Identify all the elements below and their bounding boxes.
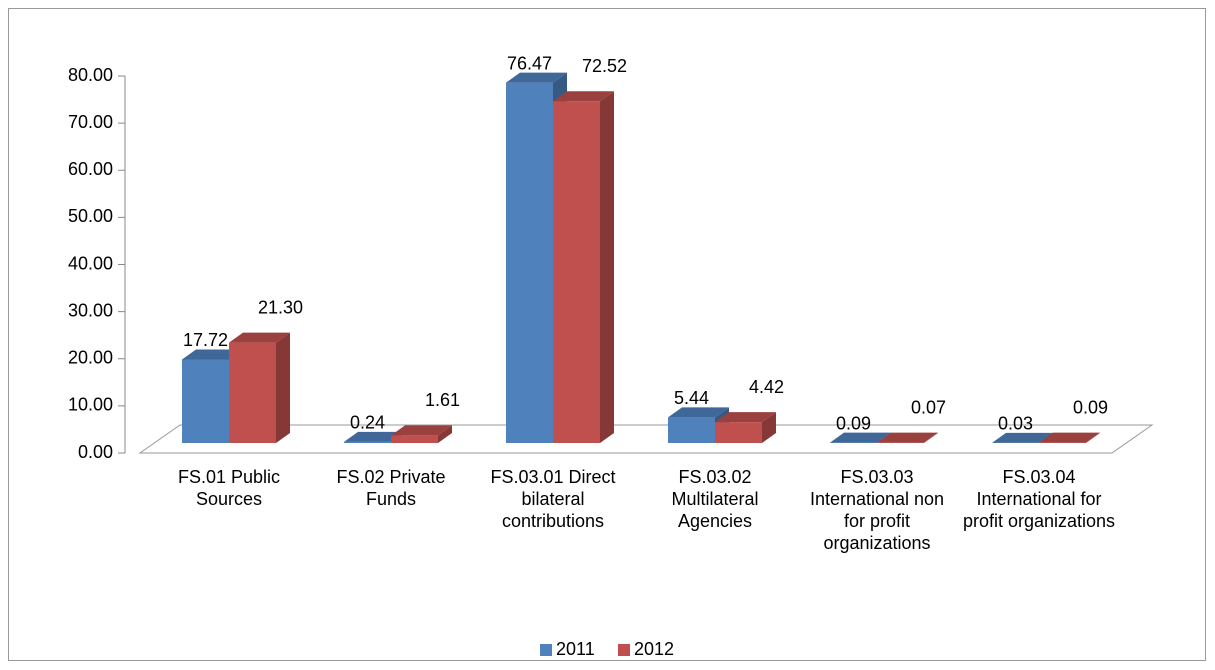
bar-front [553, 101, 600, 443]
x-tick-label: FS.03.01 Direct bilateral contributions [490, 467, 616, 531]
data-label: 0.09 [836, 413, 871, 433]
bar-front [229, 342, 276, 443]
data-label: 4.42 [749, 377, 784, 397]
data-label: 0.03 [998, 414, 1033, 434]
data-label: 76.47 [507, 53, 552, 73]
bar-side [438, 425, 452, 443]
data-label: 21.30 [258, 297, 303, 317]
y-tick-label: 20.00 [68, 348, 113, 368]
bar-top [182, 349, 243, 360]
y-tick-label: 50.00 [68, 206, 113, 226]
bar-top [391, 425, 452, 436]
data-label: 17.72 [183, 330, 228, 350]
data-label: 1.61 [425, 390, 460, 410]
data-label: 0.07 [911, 397, 946, 417]
floor [138, 424, 1154, 454]
y-tick-label: 0.00 [78, 442, 113, 462]
x-tick-label: FS.03.03 International non for profit or… [809, 467, 945, 553]
y-tick-label: 80.00 [68, 65, 113, 85]
bar-top [715, 412, 776, 423]
bar-top [229, 332, 290, 343]
bar-top [877, 432, 938, 443]
bar-front [344, 441, 391, 443]
data-label: 72.52 [582, 56, 627, 76]
bar-side [924, 432, 938, 443]
bar-front [506, 82, 553, 443]
x-tick-label: FS.01 Public Sources [177, 467, 281, 509]
bar-front [182, 359, 229, 443]
bar-side [600, 91, 614, 443]
y-tick-label: 10.00 [68, 395, 113, 415]
x-tick-label: FS.02 Private Funds [336, 467, 446, 509]
y-tick-label: 60.00 [68, 159, 113, 179]
bar [391, 425, 452, 443]
bar [715, 412, 776, 443]
bar-front [668, 417, 715, 443]
legend-label: 2012 [634, 639, 674, 659]
legend-label: 2011 [556, 639, 595, 659]
bar-side [762, 412, 776, 443]
bar-top [344, 431, 405, 442]
bar [229, 332, 290, 443]
bar-top [506, 72, 567, 83]
y-tick-label: 30.00 [68, 300, 113, 320]
legend-swatch [618, 644, 630, 656]
x-tick-label: FS.03.04 International for profit organi… [962, 467, 1116, 531]
bar-top [830, 432, 891, 443]
bar-front [391, 435, 438, 443]
bar [877, 432, 938, 443]
bar-top [992, 432, 1053, 443]
y-tick-label: 40.00 [68, 253, 113, 273]
data-label: 5.44 [674, 388, 709, 408]
bar-side [276, 332, 290, 443]
bar-top [1039, 432, 1100, 443]
bar-side [1086, 432, 1100, 443]
data-label: 0.09 [1073, 397, 1108, 417]
bar-top [668, 407, 729, 418]
y-tick-label: 70.00 [68, 112, 113, 132]
bar [553, 91, 614, 443]
legend-swatch [540, 644, 552, 656]
bar-top [553, 91, 614, 102]
data-label: 0.24 [350, 413, 385, 433]
bar-front [715, 422, 762, 443]
bar [1039, 432, 1100, 443]
x-tick-label: FS.03.02 Multilateral Agencies [671, 467, 759, 531]
